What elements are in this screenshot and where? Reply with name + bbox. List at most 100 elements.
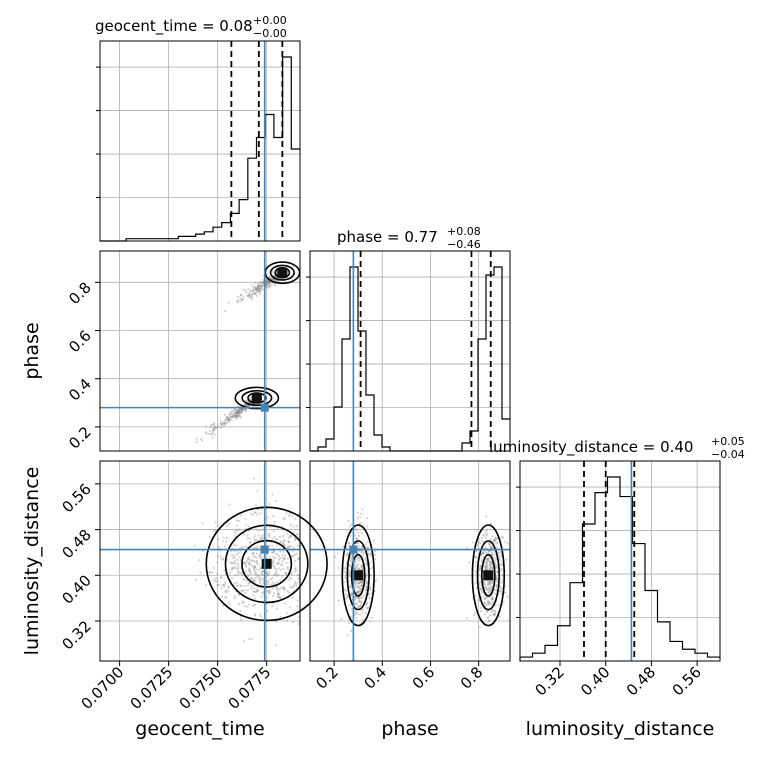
sample-point [268, 285, 271, 288]
sample-point [248, 541, 251, 544]
sample-point [221, 583, 224, 586]
sample-point [477, 599, 480, 602]
sample-point [272, 515, 275, 518]
sample-point [295, 525, 298, 528]
sample-point [487, 550, 490, 553]
ytick-luminosity_distance-1: 0.40 [58, 571, 94, 607]
sample-point [273, 520, 276, 524]
sample-point [252, 580, 255, 583]
sample-point [365, 587, 368, 591]
sample-point [251, 552, 255, 555]
sample-point [499, 563, 502, 566]
sample-point [250, 558, 253, 561]
sample-point [233, 556, 236, 559]
sample-point [246, 294, 249, 298]
sample-point [294, 566, 297, 570]
sample-point [244, 589, 247, 592]
sample-point [283, 586, 286, 589]
sample-point [271, 270, 274, 273]
sample-point [230, 576, 234, 580]
sample-point [243, 533, 246, 536]
sample-point [260, 286, 263, 289]
sample-point [259, 554, 262, 557]
sample-point [494, 538, 497, 542]
sample-point [268, 556, 271, 559]
sample-point [238, 555, 241, 559]
sample-point [478, 542, 482, 545]
sample-point [266, 281, 269, 284]
sample-point [491, 596, 494, 599]
sample-point [273, 564, 276, 567]
sample-point [256, 576, 259, 579]
sample-point [356, 511, 360, 514]
sample-point [495, 585, 498, 588]
sample-point [359, 604, 362, 607]
sample-point [485, 529, 489, 532]
sample-point [296, 605, 299, 608]
sample-point [254, 281, 257, 285]
sample-point [374, 558, 377, 561]
sample-point [262, 283, 265, 286]
sample-point [297, 557, 300, 560]
sample-point [494, 604, 497, 607]
sample-point [242, 295, 245, 298]
sample-point [499, 559, 502, 562]
sample-point [249, 560, 252, 563]
sample-point [242, 561, 246, 564]
sample-point [486, 566, 489, 569]
sample-point [355, 616, 358, 620]
sample-point [487, 603, 490, 606]
sample-point [235, 417, 238, 420]
sample-point [246, 584, 249, 587]
sample-point [259, 567, 263, 570]
sample-point [493, 538, 496, 542]
sample-point [359, 588, 362, 591]
sample-point [234, 412, 237, 415]
sample-point [357, 568, 360, 571]
sample-point [356, 582, 359, 585]
sample-point [236, 410, 239, 414]
sample-point [220, 576, 223, 579]
sample-point [370, 592, 373, 595]
sample-point [495, 580, 498, 583]
sample-point [244, 570, 247, 573]
xtick-phase-2: 0.6 [409, 663, 439, 693]
sample-point [271, 605, 274, 608]
sample-point [217, 545, 220, 548]
sample-point [489, 545, 492, 549]
sample-point [360, 551, 363, 554]
sample-point [252, 292, 255, 295]
sample-point [237, 519, 240, 523]
sample-point [234, 414, 238, 417]
sample-point [358, 599, 361, 602]
sample-point [252, 290, 255, 293]
sample-point [285, 561, 288, 564]
sample-point [489, 588, 493, 592]
sample-point [237, 584, 240, 587]
sample-point [499, 590, 502, 593]
sample-point [238, 412, 241, 415]
sample-point [297, 544, 300, 547]
sample-point [355, 580, 358, 583]
sample-point [345, 553, 349, 556]
sample-point [495, 578, 498, 581]
sample-point [233, 550, 236, 553]
sample-point [498, 585, 502, 588]
sample-point [267, 534, 270, 537]
sample-point [240, 584, 243, 587]
sample-point [255, 573, 258, 576]
sample-point [212, 566, 215, 569]
sample-point [292, 554, 296, 557]
xtick-phase-0: 0.2 [312, 663, 342, 693]
sample-point [251, 578, 255, 581]
sample-point [490, 553, 493, 556]
sample-point [360, 531, 363, 535]
sample-point [286, 567, 289, 570]
sample-point [481, 552, 484, 555]
sample-point [248, 396, 252, 399]
sample-point [234, 412, 237, 415]
sample-point [236, 301, 240, 304]
sample-point [281, 574, 284, 578]
sample-point [238, 409, 241, 412]
sample-point [288, 540, 291, 543]
